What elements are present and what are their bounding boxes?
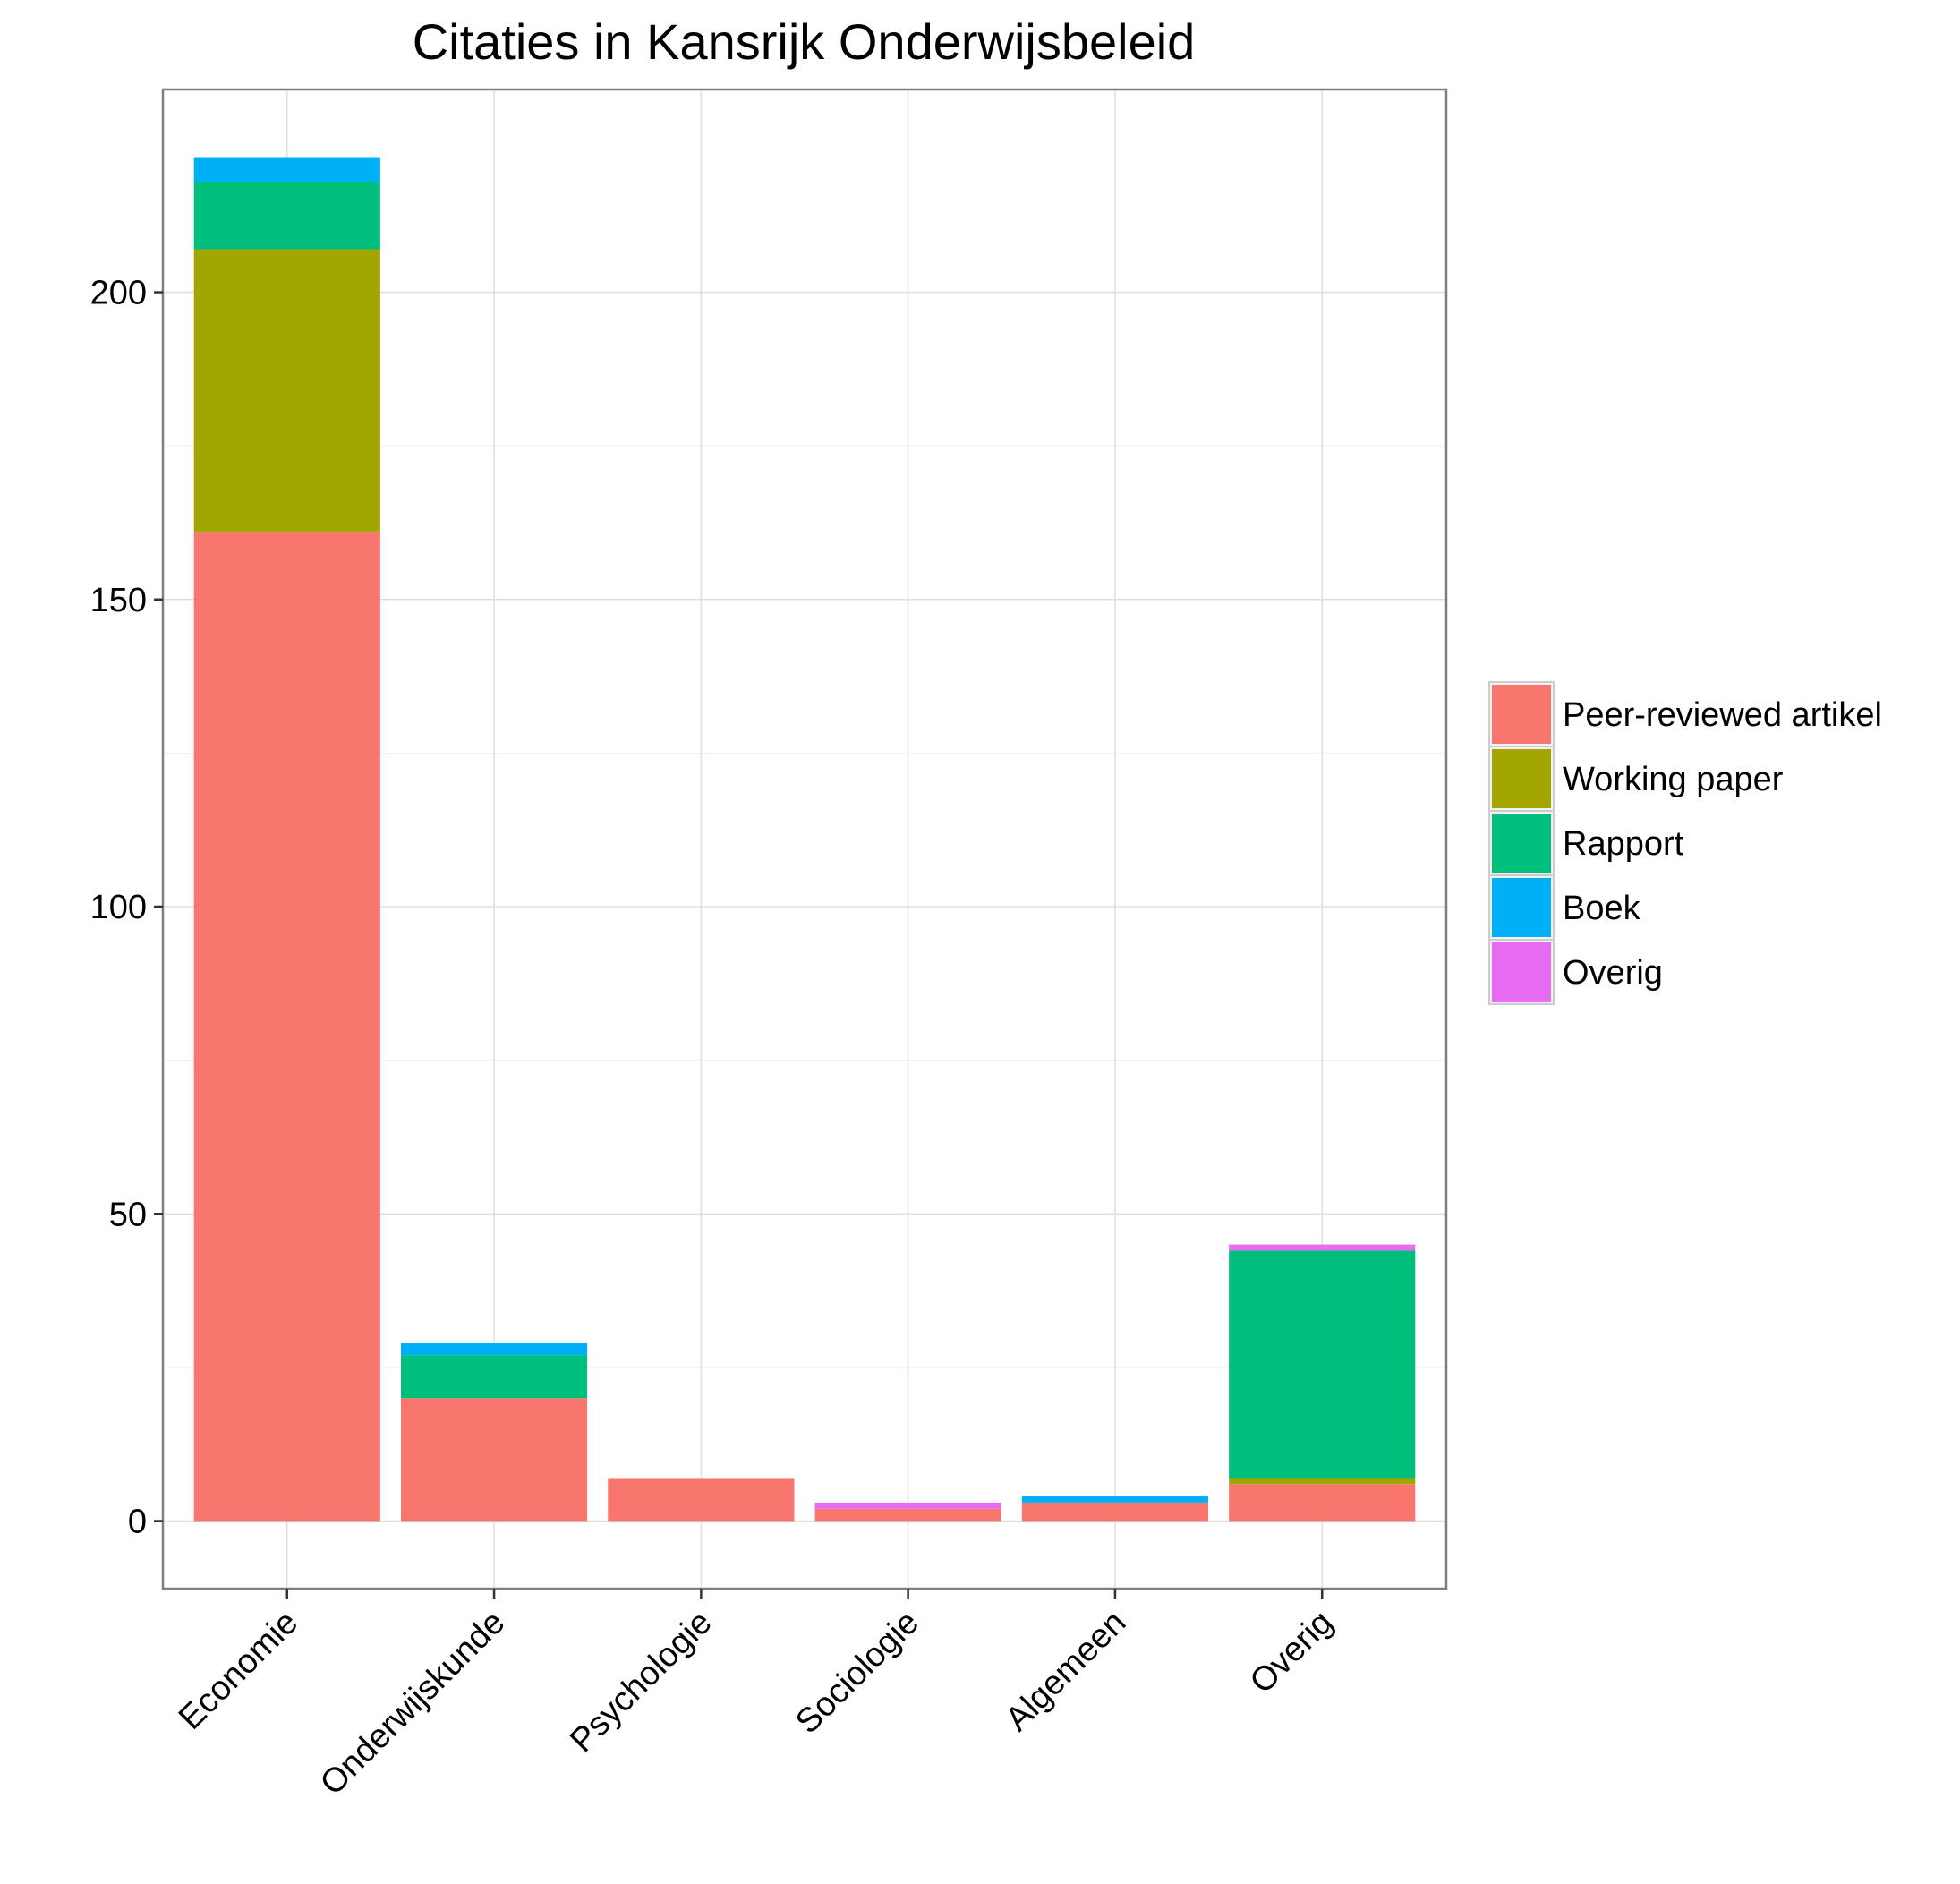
- legend-swatch: [1492, 814, 1551, 873]
- y-tick-label: 0: [128, 1503, 147, 1540]
- y-tick-label: 150: [90, 582, 147, 619]
- bar-segment-boek: [1021, 1496, 1209, 1503]
- x-tick-label: Overig: [1243, 1604, 1341, 1701]
- legend-label: Rapport: [1563, 825, 1684, 863]
- legend-swatch: [1492, 749, 1551, 808]
- bar-segment-rapport: [193, 181, 380, 250]
- legend-label: Boek: [1563, 890, 1641, 927]
- bar-segment-peer-reviewed-artikel: [193, 532, 380, 1522]
- bar-segment-rapport: [400, 1355, 588, 1399]
- bars-layer: [193, 157, 1416, 1522]
- y-tick-label: 50: [109, 1196, 147, 1233]
- bar-segment-overig: [814, 1502, 1001, 1509]
- bar-segment-rapport: [1229, 1250, 1416, 1479]
- bar-segment-peer-reviewed-artikel: [814, 1508, 1001, 1522]
- y-tick-label: 200: [90, 275, 147, 312]
- bar-segment-peer-reviewed-artikel: [400, 1398, 588, 1522]
- bar-segment-boek: [193, 157, 380, 182]
- x-tick-label: Psychologie: [563, 1604, 720, 1760]
- legend: Peer-reviewed artikel Working paper Rappor…: [1488, 681, 1882, 1005]
- legend-label: Working paper: [1563, 761, 1784, 798]
- x-tick-label: Sociologie: [788, 1604, 926, 1742]
- bar-segment-overig: [1229, 1244, 1416, 1251]
- legend-label: Overig: [1563, 954, 1663, 992]
- bar-segment-boek: [400, 1343, 588, 1356]
- x-tick-label: Algemeen: [999, 1604, 1134, 1739]
- legend-swatch: [1492, 942, 1551, 1002]
- chart-title: Citaties in Kansrijk Onderwijsbeleid: [413, 13, 1196, 70]
- y-tick-label: 100: [90, 889, 147, 926]
- legend-swatch: [1492, 878, 1551, 937]
- bar-segment-peer-reviewed-artikel: [608, 1478, 795, 1522]
- panel-border: [161, 88, 1448, 1590]
- bar-segment-peer-reviewed-artikel: [1021, 1502, 1209, 1522]
- legend-label: Peer-reviewed artikel: [1563, 696, 1882, 734]
- x-tick-label: Economie: [172, 1604, 305, 1737]
- bar-segment-peer-reviewed-artikel: [1229, 1484, 1416, 1522]
- bar-segment-working-paper: [1229, 1478, 1416, 1485]
- legend-swatch: [1492, 685, 1551, 744]
- bar-segment-working-paper: [193, 249, 380, 533]
- x-tick-label: Onderwijskunde: [313, 1604, 512, 1803]
